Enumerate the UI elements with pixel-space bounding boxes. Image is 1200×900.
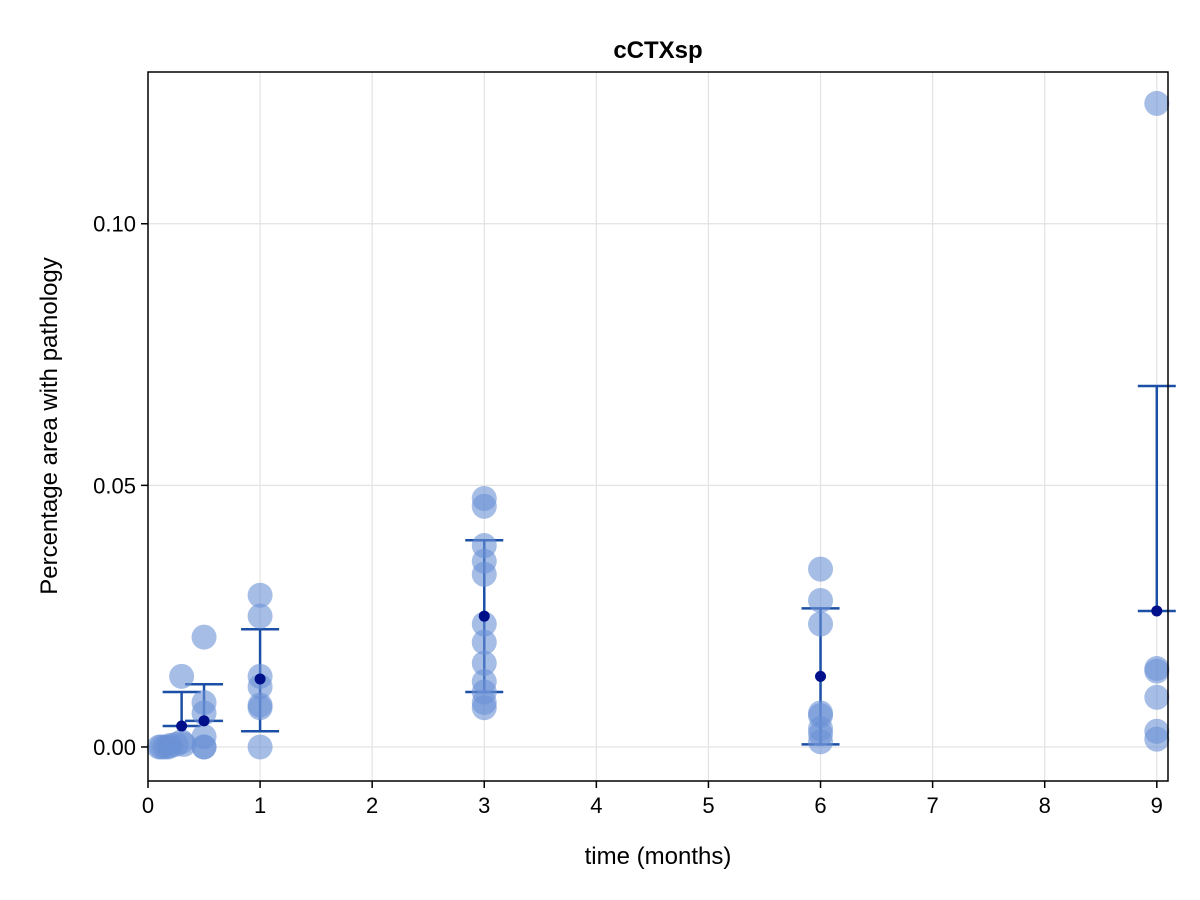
mean-marker	[815, 670, 827, 682]
x-tick-label: 4	[590, 793, 602, 818]
data-point	[471, 695, 497, 721]
x-tick-label: 7	[926, 793, 938, 818]
mean-marker	[254, 673, 266, 685]
y-tick-label: 0.10	[93, 212, 136, 237]
error-bars	[162, 384, 1176, 746]
data-point	[808, 587, 834, 613]
data-point	[1144, 658, 1170, 684]
x-axis-label: time (months)	[585, 843, 732, 870]
data-point	[247, 674, 273, 700]
data-point	[171, 731, 197, 757]
x-tick-label: 3	[478, 793, 490, 818]
data-point	[191, 624, 217, 650]
data-point	[247, 582, 273, 608]
x-tick-label: 1	[254, 793, 266, 818]
data-point	[471, 650, 497, 676]
x-tick-label: 8	[1039, 793, 1051, 818]
data-point	[191, 700, 217, 726]
data-point	[808, 729, 834, 755]
grid	[147, 72, 1168, 781]
x-tick-label: 2	[366, 793, 378, 818]
ticks: 0 1 2 3 4 5 6 7 8 9 0.00 0.05 0.10	[93, 212, 1163, 818]
data-point	[1144, 684, 1170, 710]
data-point	[808, 556, 834, 582]
data-points	[146, 90, 1170, 760]
data-point	[247, 734, 273, 760]
data-point	[471, 561, 497, 587]
data-point	[169, 663, 195, 689]
y-tick-label: 0.05	[93, 473, 136, 498]
mean-markers	[176, 605, 1163, 732]
y-tick-label: 0.00	[93, 735, 136, 760]
data-point	[247, 695, 273, 721]
mean-marker	[176, 720, 188, 732]
y-axis-label: Percentage area with pathology	[36, 257, 63, 595]
x-tick-label: 5	[702, 793, 714, 818]
x-tick-label: 6	[814, 793, 826, 818]
data-point	[247, 603, 273, 629]
plot-frame	[147, 71, 1169, 782]
mean-marker	[478, 610, 490, 622]
data-point	[1144, 90, 1170, 116]
x-tick-label: 0	[142, 793, 154, 818]
mean-marker	[198, 715, 210, 727]
data-point	[808, 611, 834, 637]
x-tick-label: 9	[1151, 793, 1163, 818]
data-point	[471, 611, 497, 637]
data-point	[191, 734, 217, 760]
data-point	[471, 629, 497, 655]
data-point	[471, 493, 497, 519]
data-point	[1144, 726, 1170, 752]
mean-marker	[1151, 605, 1163, 617]
chart-title: cCTXsp	[613, 37, 702, 64]
